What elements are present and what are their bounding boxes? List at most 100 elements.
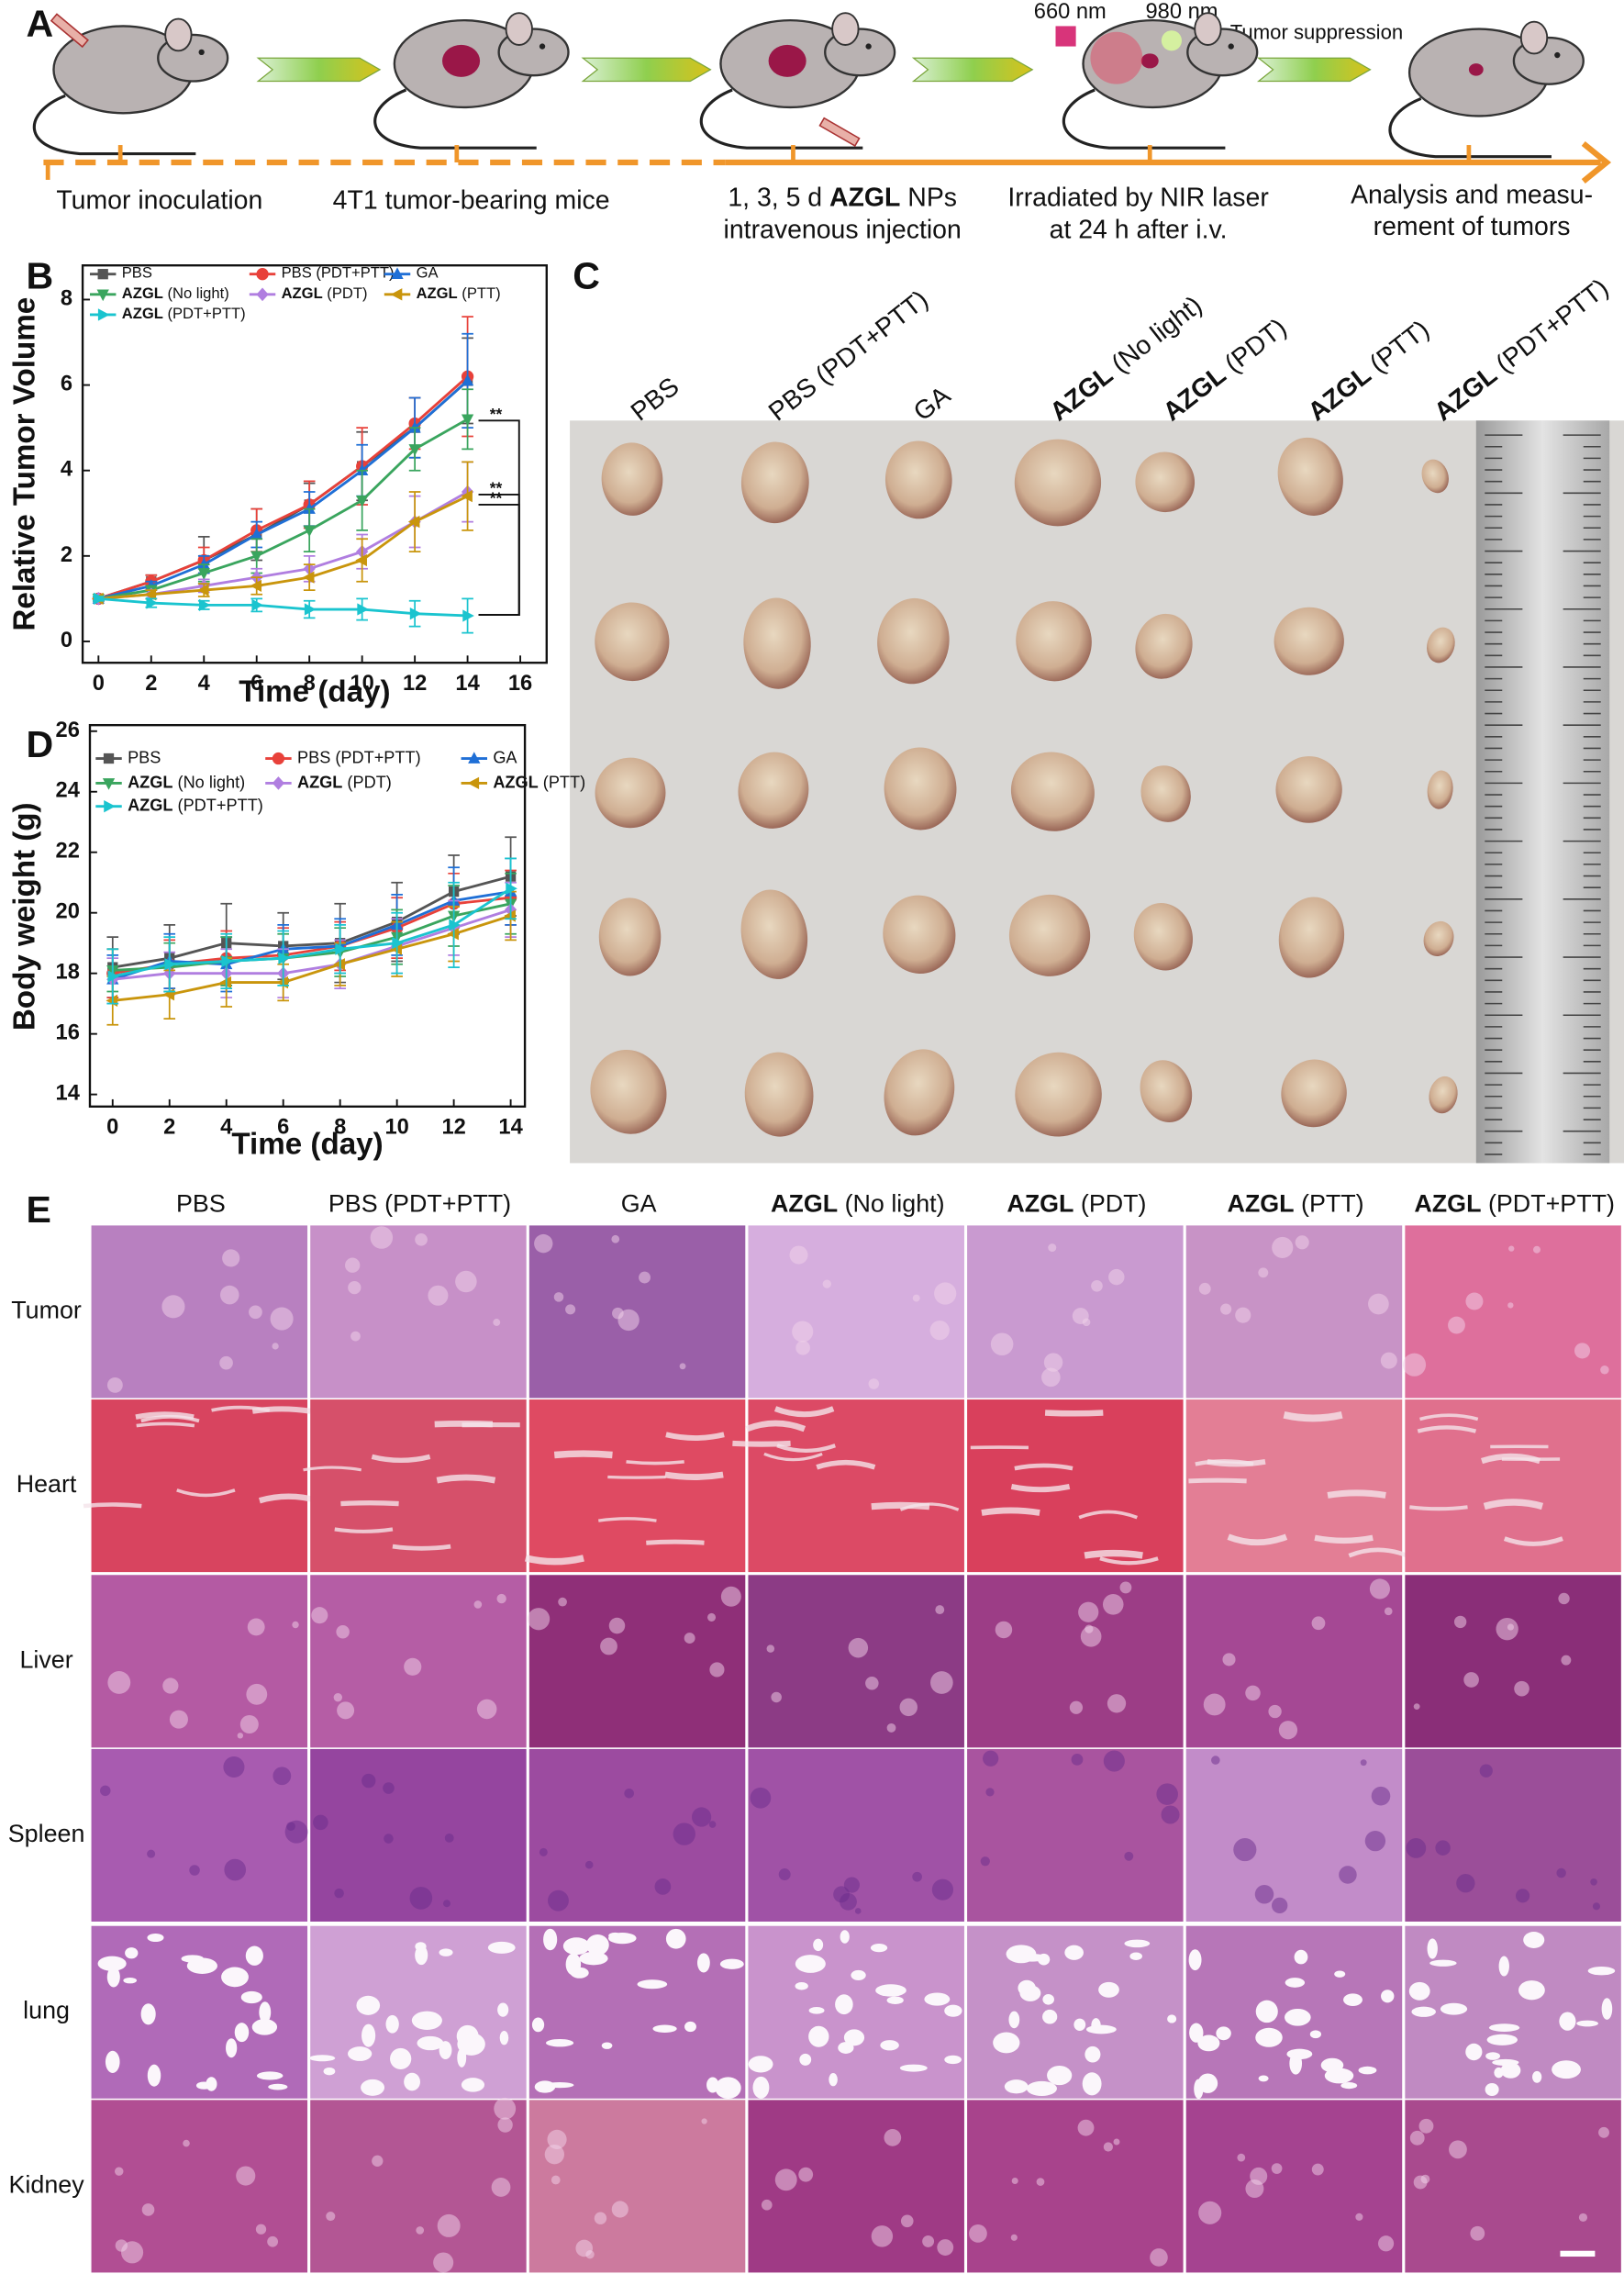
tissue-texture xyxy=(1309,2030,1322,2039)
text-run: C xyxy=(573,254,600,296)
tissue-texture xyxy=(562,1937,590,1956)
tissue-texture xyxy=(565,1304,576,1315)
tissue-texture xyxy=(1078,1510,1139,1520)
text-run: GA xyxy=(621,1189,657,1217)
legend-label: AZGL (PDT) xyxy=(282,284,368,302)
tissue-texture xyxy=(362,2023,376,2047)
tissue-texture xyxy=(1077,2119,1095,2136)
histology-image xyxy=(91,1399,308,1573)
tissue-texture xyxy=(1409,2130,1425,2146)
tissue-texture xyxy=(1419,1413,1479,1421)
tissue-texture xyxy=(219,1355,233,1370)
row-label: Heart xyxy=(17,1470,77,1498)
tissue-texture xyxy=(1150,2248,1168,2267)
tissue-texture xyxy=(1254,1885,1274,1904)
series-line xyxy=(112,908,512,981)
tissue-texture xyxy=(993,2032,1020,2054)
y-tick-label: 4 xyxy=(61,458,73,482)
tissue-texture xyxy=(789,1245,808,1265)
tissue-texture xyxy=(1488,2023,1520,2032)
tissue-texture xyxy=(985,1788,995,1797)
tissue-texture xyxy=(224,1858,247,1881)
marker xyxy=(197,557,210,570)
tissue-texture xyxy=(553,1292,564,1302)
tissue-texture xyxy=(476,1699,497,1720)
tissue-texture xyxy=(626,1460,684,1466)
x-tick-label: 6 xyxy=(277,1116,289,1140)
tissue-texture xyxy=(1085,2024,1117,2034)
scale-bar xyxy=(1560,2250,1596,2257)
tissue-texture xyxy=(792,1321,814,1343)
text-run: Heart xyxy=(17,1470,77,1498)
mouse-tumor xyxy=(442,44,481,77)
significance-bracket xyxy=(478,504,520,617)
row-label: Tumor xyxy=(11,1297,82,1324)
tissue-texture xyxy=(1590,1878,1597,1886)
mouse-tail xyxy=(699,88,863,150)
tissue-texture xyxy=(1311,2163,1324,2176)
significance-label: ** xyxy=(490,405,503,423)
marker xyxy=(462,609,474,622)
marker xyxy=(106,994,118,1007)
series-line xyxy=(97,379,469,600)
tissue-texture xyxy=(1496,1617,1518,1641)
text-run: 2 xyxy=(163,1116,175,1140)
tissue-texture xyxy=(1406,1838,1427,1858)
tissue-texture xyxy=(774,2168,797,2191)
tissue-texture xyxy=(1598,2126,1609,2138)
tissue-texture xyxy=(1523,1932,1545,1948)
text-run: 24 xyxy=(56,779,81,803)
marker xyxy=(355,553,367,567)
marker xyxy=(256,268,269,281)
laser-label: 660 nm xyxy=(1034,0,1107,24)
tissue-texture xyxy=(1559,2012,1576,2031)
text-run: 22 xyxy=(56,840,80,864)
text-run: (No light) xyxy=(163,284,229,302)
tumor-specimen xyxy=(1427,770,1453,809)
tissue-texture xyxy=(1311,1616,1326,1631)
tissue-texture xyxy=(594,2212,607,2224)
tissue-texture xyxy=(1558,1592,1570,1605)
tissue-texture xyxy=(455,1270,477,1293)
marker xyxy=(391,267,404,279)
legend-label: GA xyxy=(417,264,439,282)
group-label: PBS (PDT+PTT) xyxy=(763,284,934,427)
tissue-texture xyxy=(935,1605,945,1615)
text-run: (PDT+PTT) xyxy=(172,796,262,814)
text-run: 0 xyxy=(106,1116,118,1140)
text-run: E xyxy=(26,1188,50,1231)
tissue-texture xyxy=(245,1945,263,1966)
flow-arrow xyxy=(256,57,382,83)
tissue-texture xyxy=(871,1501,930,1510)
tissue-texture xyxy=(527,1608,551,1631)
flow-arrow xyxy=(581,57,712,83)
legend-label: PBS xyxy=(128,748,161,766)
marker xyxy=(356,495,369,507)
histology-image xyxy=(91,1748,308,1922)
tissue-texture xyxy=(1465,1292,1484,1310)
text-run: 4 xyxy=(198,672,211,696)
histology-image xyxy=(967,1748,1184,1922)
text-run: 6 xyxy=(277,1116,289,1140)
text-run: Kidney xyxy=(9,2170,85,2198)
tissue-texture xyxy=(1418,2118,1434,2134)
text-run: Liver xyxy=(19,1645,72,1673)
tissue-texture xyxy=(334,1527,394,1533)
tissue-texture xyxy=(272,1343,279,1350)
tissue-texture xyxy=(240,1990,262,2004)
tissue-texture xyxy=(673,1823,695,1845)
tissue-texture xyxy=(1098,1981,1119,1998)
x-tick-label: 6 xyxy=(250,672,262,696)
legend-label: AZGL (No light) xyxy=(122,284,229,302)
tissue-texture xyxy=(1368,1293,1389,1315)
text-run: 14 xyxy=(498,1116,523,1140)
tissue-texture xyxy=(840,1930,850,1944)
tissue-texture xyxy=(922,2235,935,2247)
series-line xyxy=(112,890,511,981)
tissue-texture xyxy=(292,1621,299,1629)
x-tick-label: 4 xyxy=(198,672,211,696)
tissue-texture xyxy=(551,2175,561,2185)
mouse xyxy=(32,17,229,156)
tissue-texture xyxy=(684,1633,695,1644)
tissue-texture xyxy=(684,2021,696,2033)
